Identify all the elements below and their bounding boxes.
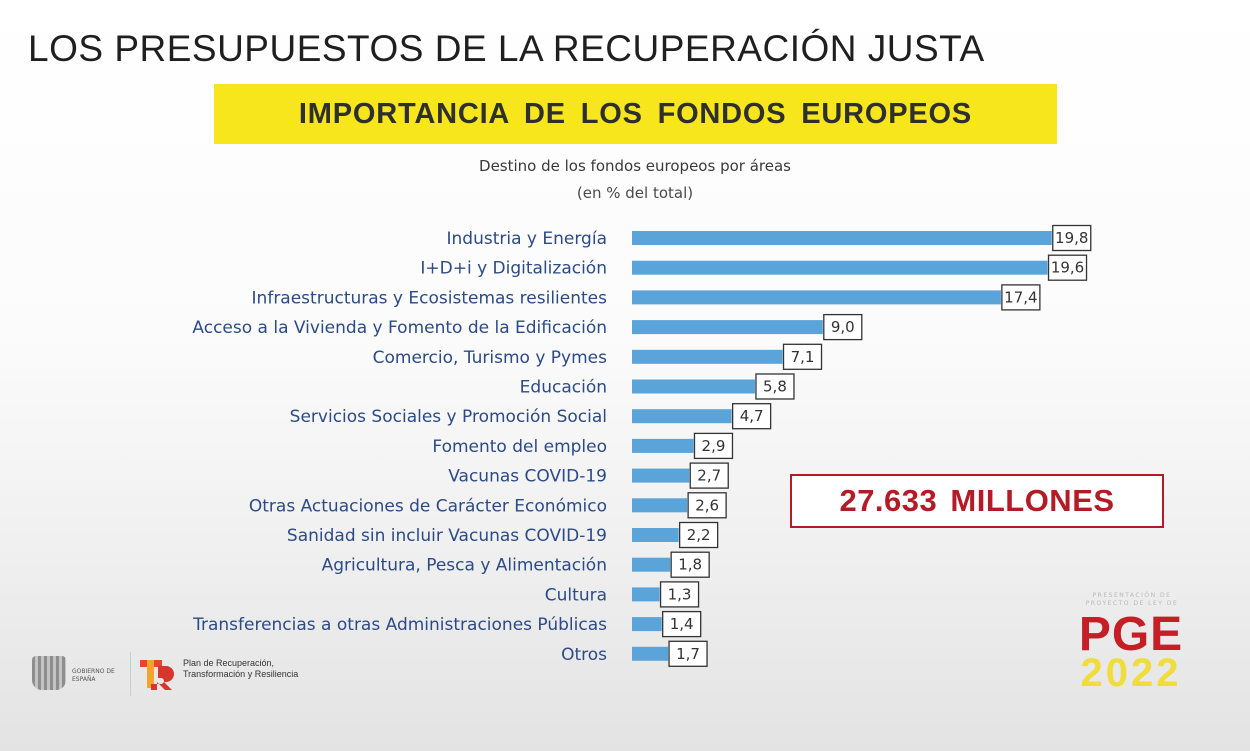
value-label: 17,4 (1004, 288, 1037, 306)
value-label: 2,9 (702, 437, 726, 455)
value-label-box (782, 343, 823, 370)
footer-logos: GOBIERNO DE ESPAÑA Plan de Recuperación,… (30, 650, 320, 700)
bar (632, 290, 1001, 305)
value-label-box (687, 492, 727, 519)
pge-brand: PGE (1078, 608, 1184, 661)
category-label: Agricultura, Pesca y Alimentación (322, 556, 607, 576)
value-label: 1,7 (676, 645, 700, 663)
category-label: I+D+i y Digitalización (420, 259, 607, 279)
category-label: Industria y Energía (447, 229, 607, 249)
value-label: 2,7 (697, 467, 721, 485)
category-label: Vacunas COVID-19 (448, 467, 607, 487)
bar (632, 557, 671, 572)
value-label: 4,7 (740, 407, 764, 425)
pge-small-text: PRESENTACIÓN DE PROYECTO DE LEY DE (1085, 592, 1179, 607)
value-label: 1,4 (670, 615, 694, 633)
bar (632, 379, 755, 394)
value-label-box (662, 610, 702, 638)
value-label-box (668, 640, 708, 667)
value-label: 19,6 (1051, 259, 1084, 277)
category-label: Comercio, Turismo y Pymes (373, 348, 607, 368)
value-label-box (670, 551, 710, 578)
section-banner: IMPORTANCIA DE LOS FONDOS EUROPEOS (214, 84, 1057, 144)
category-label: Transferencias a otras Administraciones … (192, 615, 607, 635)
value-label-box (755, 373, 795, 400)
chart-subtitle: (en % del total) (576, 184, 694, 202)
category-label: Acceso a la Vivienda y Fomento de la Edi… (192, 318, 607, 338)
gobierno-text: GOBIERNO DE ESPAÑA (72, 668, 115, 683)
bar (632, 260, 1048, 275)
value-label-box (823, 313, 863, 341)
value-label: 7,1 (791, 348, 815, 366)
bar (632, 231, 1052, 245)
bar (632, 438, 694, 453)
pge-2022-logo: PRESENTACIÓN DE PROYECTO DE LEY DE PGE 2… (1064, 590, 1198, 700)
bar (632, 468, 690, 483)
bar (632, 409, 732, 424)
value-label-box (693, 432, 734, 460)
bar (632, 320, 823, 335)
value-label: 2,2 (687, 526, 711, 544)
value-label: 1,8 (678, 556, 702, 574)
value-label: 2,6 (695, 496, 719, 514)
gobierno-logo: GOBIERNO DE ESPAÑA (30, 654, 120, 694)
category-label: Otros (561, 645, 607, 665)
value-label-box (689, 462, 729, 489)
value-label: 9,0 (831, 318, 855, 336)
value-label-box (678, 521, 719, 549)
category-label: Sanidad sin incluir Vacunas COVID-19 (287, 526, 607, 546)
slide-title: LOS PRESUPUESTOS DE LA RECUPERACIÓN JUST… (28, 28, 985, 69)
pge-year: 2022 (1080, 651, 1182, 695)
value-label: 5,8 (763, 378, 787, 396)
category-label: Servicios Sociales y Promoción Social (290, 407, 607, 427)
bar (632, 617, 662, 632)
value-label-box (731, 403, 772, 430)
total-amount-box: 27.633 MILLONES (790, 474, 1164, 528)
category-label: Educación (520, 378, 607, 398)
value-label-box (659, 581, 700, 608)
category-label: Otras Actuaciones de Carácter Económico (249, 496, 607, 516)
chart-title: Destino de los fondos europeos por áreas (479, 157, 791, 175)
value-label: 19,8 (1055, 229, 1088, 247)
bar (632, 349, 783, 364)
value-label: 1,3 (668, 585, 692, 603)
bar (632, 528, 679, 542)
total-amount: 27.633 MILLONES (839, 483, 1115, 518)
logo-divider (130, 652, 131, 696)
banner-text: IMPORTANCIA DE LOS FONDOS EUROPEOS (298, 97, 973, 130)
category-label: Infraestructuras y Ecosistemas resilient… (252, 288, 608, 308)
plan-recuperacion-text: Plan de Recuperación, Transformación y R… (183, 658, 299, 679)
category-label: Fomento del empleo (432, 437, 607, 457)
value-label-box (1052, 224, 1092, 252)
coat-of-arms-icon (32, 656, 66, 690)
tr-logo-icon (140, 660, 174, 690)
bar (632, 498, 688, 513)
bar (632, 646, 669, 661)
value-label-box (1001, 284, 1041, 311)
category-label: Cultura (545, 585, 607, 605)
value-label-box (1047, 254, 1088, 281)
bar (632, 587, 660, 602)
